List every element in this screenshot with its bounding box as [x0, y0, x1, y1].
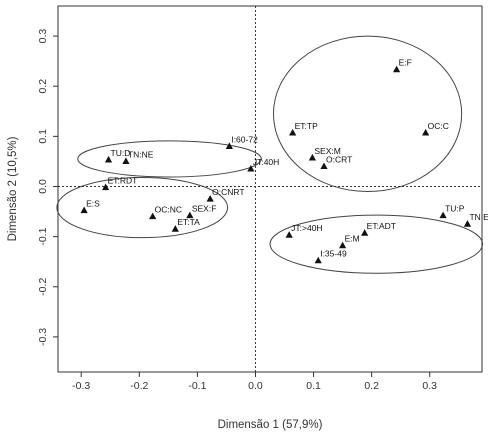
- point-label: ET:TP: [295, 121, 318, 131]
- point-label: O:CNRT: [212, 187, 244, 197]
- ellipse-group-upper-left: [77, 140, 262, 178]
- point-marker: [80, 206, 88, 214]
- y-tick-label: -0.1: [37, 227, 49, 245]
- point-marker: [122, 157, 130, 165]
- point-o-cnrt: O:CNRT: [206, 187, 245, 202]
- point-e-s: E:S: [80, 199, 100, 214]
- y-axis-title: Dimensão 2 (10,5%): [7, 136, 19, 241]
- x-axis-title: Dimensão 1 (57,9%): [218, 419, 323, 431]
- x-tick-label: 0.0: [248, 380, 263, 392]
- y-tick-label: 0.2: [37, 79, 49, 94]
- point-marker: [149, 212, 157, 220]
- point-label: JT:>40H: [291, 223, 322, 233]
- point-sex-f: SEX:F: [186, 204, 216, 219]
- x-tick-label: 0.2: [364, 380, 379, 392]
- point-label: TU:D: [111, 148, 131, 158]
- point-label: SEX:M: [314, 146, 340, 156]
- point-marker: [247, 164, 255, 172]
- point-label: O:CRT: [326, 154, 352, 164]
- point-label: SEX:F: [192, 204, 217, 214]
- point-marker: [393, 65, 401, 73]
- point-marker: [314, 256, 322, 264]
- point-tu-p: TU:P: [439, 204, 465, 219]
- points-layer: E:FET:TP OC:CSEX:MO:CRTI:60-72JT:40HTU:DT…: [80, 58, 488, 264]
- x-tick-label: 0.3: [422, 380, 437, 392]
- point-marker: [225, 142, 233, 149]
- point-et-rdt: ET:RDT: [102, 175, 138, 191]
- reference-lines: [58, 6, 482, 372]
- y-tick-label: -0.2: [37, 278, 49, 296]
- point-tn-ne: TN:NE: [122, 149, 154, 165]
- ellipse-group-lower-right: [269, 214, 484, 274]
- point-label: I:35-49: [320, 249, 347, 259]
- point-i-60-72: I:60-72: [225, 134, 258, 149]
- point-label: TN:NE: [128, 149, 154, 159]
- point-label: E:M: [345, 234, 360, 244]
- point-marker: [102, 183, 110, 191]
- point-label: ET:ADT: [367, 221, 396, 231]
- point-et-adt: ET:ADT: [361, 221, 396, 236]
- point-marker: [206, 195, 214, 202]
- ellipse-group-top-right: [272, 35, 463, 193]
- point-marker: [320, 162, 328, 170]
- y-tick-label: 0.1: [37, 129, 49, 144]
- x-tick-label: 0.1: [306, 380, 321, 392]
- plot-frame: [57, 5, 483, 373]
- point-jt-40h: JT:40H: [247, 157, 279, 172]
- point-label: TU:P: [445, 204, 465, 214]
- y-tick-label: 0.0: [37, 179, 49, 194]
- x-tick-label: -0.3: [72, 380, 90, 392]
- point-marker: [339, 241, 347, 249]
- y-axis: -0.3 -0.2 -0.1 0.0 0.1 0.2 0.3: [37, 29, 58, 346]
- x-tick-label: -0.2: [130, 380, 148, 392]
- point-tu-d: TU:D: [104, 148, 131, 163]
- point-marker: [186, 211, 194, 219]
- point-marker: [308, 153, 316, 161]
- point-sex-m: SEX:M: [308, 146, 341, 161]
- point-et-ta: ET:TA: [171, 217, 200, 232]
- point-marker: [285, 231, 293, 238]
- point-oc-c: OC:C: [422, 121, 449, 136]
- point-jt-40h: JT:>40H: [285, 223, 323, 238]
- point-e-m: E:M: [339, 234, 360, 249]
- x-axis: -0.3 -0.2 -0.1 0.0 0.1 0.2 0.3: [72, 372, 437, 392]
- x-tick-label: -0.1: [188, 380, 206, 392]
- point-label: ET:TA: [177, 217, 200, 227]
- point-label: ET:RDT: [108, 175, 138, 185]
- point-marker: [439, 211, 447, 219]
- point-label: JT:40H: [253, 157, 279, 167]
- point-o-crt: O:CRT: [320, 154, 352, 170]
- point-et-tp: ET:TP: [289, 121, 318, 136]
- point-label: OC:C: [428, 121, 449, 131]
- y-tick-label: 0.3: [37, 29, 49, 44]
- point-label: TN:E: [469, 212, 488, 222]
- point-label: OC:NC: [155, 205, 182, 215]
- point-i-35-49: I:35-49: [314, 249, 347, 264]
- point-label: E:S: [86, 199, 100, 209]
- point-marker: [361, 229, 369, 236]
- ellipses-layer: [56, 35, 484, 274]
- point-e-f: E:F: [393, 58, 412, 73]
- point-marker: [289, 128, 297, 136]
- point-marker: [422, 128, 430, 136]
- y-tick-label: -0.3: [37, 328, 49, 346]
- point-marker: [171, 225, 179, 232]
- point-marker: [463, 220, 472, 227]
- point-tn-e: TN:E: [463, 212, 488, 227]
- point-label: E:F: [399, 58, 412, 68]
- point-label: I:60-72: [231, 134, 258, 144]
- ellipse-group-lower-left: [56, 176, 229, 239]
- point-marker: [104, 155, 113, 163]
- point-oc-nc: OC:NC: [149, 205, 182, 220]
